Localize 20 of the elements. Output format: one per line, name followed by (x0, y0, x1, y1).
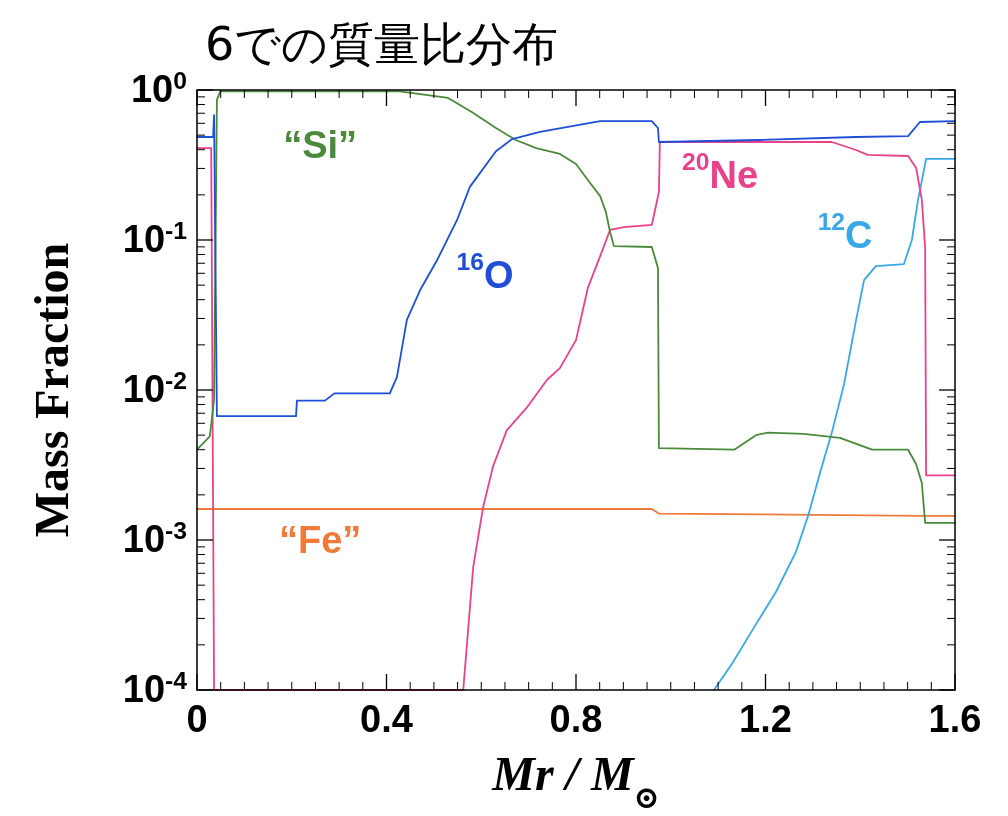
y-axis-title: Mass Fraction (25, 242, 78, 538)
series-label: $^{12}$C (817, 207, 873, 256)
series-label: “Si” (283, 123, 358, 166)
y-tick-label: 10$^{-3}$ (122, 516, 187, 560)
x-tick-label: 1.2 (739, 698, 792, 740)
line-series (196, 114, 956, 417)
x-tick-label: 1.6 (928, 698, 982, 740)
x-tick-label: 0 (186, 698, 208, 740)
y-tick-label: 10$^{-4}$ (122, 666, 188, 710)
chart-title: 6での質量比分布 (205, 17, 559, 71)
x-tick-label: 0.4 (360, 698, 413, 740)
series-label: $^{20}$Ne (682, 148, 759, 197)
series-label: $^{16}$O (456, 248, 514, 297)
line-series (196, 90, 956, 524)
x-axis-title: Mr / M$_{⊙}$ (491, 747, 660, 815)
series-label: “Fe” (279, 519, 362, 561)
x-tick-label: 0.8 (549, 698, 603, 740)
y-tick-label: 10$^{0}$ (130, 66, 187, 110)
y-tick-label: 10$^{-1}$ (122, 216, 188, 260)
y-tick-label: 10$^{-2}$ (122, 366, 187, 410)
